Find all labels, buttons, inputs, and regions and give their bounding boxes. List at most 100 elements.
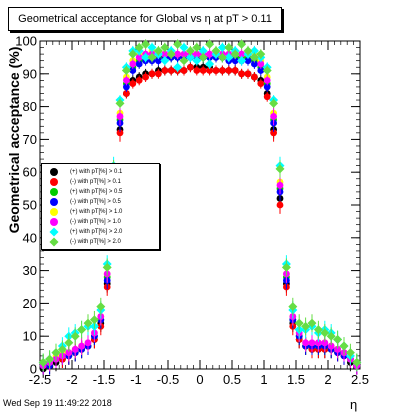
data-point — [135, 76, 143, 84]
data-point — [185, 46, 195, 56]
legend-label: (-) with pT[%] > 0.5 — [70, 199, 121, 205]
data-point — [147, 43, 157, 53]
data-point — [147, 52, 157, 62]
y-tick-label: 50 — [23, 198, 37, 213]
data-point — [301, 321, 311, 331]
y-axis-label: Geometrical acceptance (%) — [6, 46, 22, 234]
data-point — [345, 348, 355, 358]
data-point — [281, 262, 291, 272]
x-tick-label: 0.5 — [223, 372, 241, 387]
legend-marker — [50, 178, 58, 186]
data-point — [89, 315, 99, 325]
data-point — [135, 60, 143, 68]
data-point — [160, 56, 170, 66]
data-point — [38, 357, 48, 367]
data-point — [276, 181, 284, 189]
data-point — [129, 60, 137, 68]
data-point — [161, 50, 169, 58]
data-point — [294, 318, 304, 328]
data-point — [173, 39, 183, 49]
data-point — [237, 39, 247, 49]
data-point — [129, 67, 137, 74]
data-point — [193, 50, 201, 58]
data-point — [142, 73, 150, 81]
data-point — [263, 83, 271, 91]
data-point — [160, 43, 170, 53]
data-point — [321, 339, 329, 347]
data-markers — [38, 39, 362, 378]
data-point — [308, 339, 316, 347]
data-point — [123, 76, 130, 84]
data-point — [237, 56, 247, 66]
data-point — [65, 349, 73, 356]
x-tick-label: -1.5 — [93, 372, 115, 387]
data-point — [116, 113, 124, 120]
data-point — [270, 113, 277, 120]
data-point — [244, 57, 252, 65]
y-tick-label: 20 — [23, 296, 37, 311]
data-point — [116, 129, 124, 137]
legend-label: (+) with pT[%] > 1.0 — [70, 209, 123, 215]
data-point — [57, 344, 67, 354]
data-point — [121, 66, 131, 76]
legend-label: (-) with pT[%] > 1.0 — [70, 219, 121, 225]
data-point — [269, 98, 279, 108]
data-point — [102, 262, 112, 272]
legend-entry: (+) with pT[%] > 0.1 — [42, 167, 159, 177]
data-point — [161, 67, 169, 74]
y-tick-label: 90 — [23, 66, 37, 81]
data-point — [257, 67, 265, 74]
data-point — [276, 201, 284, 209]
data-point — [313, 325, 323, 335]
data-point — [71, 345, 79, 353]
series-8 — [38, 39, 362, 372]
data-point — [231, 57, 239, 65]
data-point — [179, 56, 189, 66]
data-point — [238, 70, 246, 78]
legend: (+) with pT[%] > 0.1 (-) with pT[%] > 0.1… — [41, 163, 160, 250]
data-point — [243, 46, 253, 56]
legend-label: (+) with pT[%] > 0.5 — [70, 189, 123, 195]
data-point — [123, 90, 130, 97]
data-point — [225, 67, 233, 74]
data-point — [315, 339, 322, 347]
data-point — [205, 59, 215, 69]
legend-label: (+) with pT[%] > 2.0 — [70, 229, 123, 235]
legend-label: (-) with pT[%] > 0.1 — [70, 179, 121, 185]
data-point — [115, 98, 125, 108]
data-point — [174, 50, 182, 58]
x-tick-label: 2 — [324, 372, 331, 387]
data-point — [270, 129, 277, 137]
data-point — [84, 339, 92, 347]
data-point — [134, 43, 144, 53]
data-point — [78, 342, 85, 350]
data-point — [166, 49, 176, 59]
data-point — [333, 334, 343, 344]
data-point — [173, 62, 183, 72]
data-point — [129, 80, 137, 88]
y-tick-label: 70 — [23, 132, 37, 147]
x-tick-label: -0.5 — [157, 372, 179, 387]
data-point — [257, 60, 265, 68]
data-point — [320, 328, 330, 338]
data-point — [326, 331, 336, 341]
data-point — [141, 39, 151, 49]
data-point — [198, 46, 208, 56]
data-point — [180, 50, 188, 58]
x-tick-label: 0 — [196, 372, 203, 387]
data-point — [193, 67, 201, 74]
chart-title: Geometrical acceptance for Global vs η a… — [8, 7, 282, 31]
data-point — [257, 80, 265, 88]
data-point — [219, 67, 226, 74]
data-point — [77, 325, 87, 335]
legend-entry: (-) with pT[%] > 0.1 — [42, 177, 159, 187]
data-point — [51, 348, 61, 358]
legend-marker — [50, 208, 58, 216]
x-tick-label: -1 — [130, 372, 142, 387]
data-point — [249, 46, 259, 56]
data-point — [179, 43, 189, 53]
legend-label: (+) with pT[%] > 0.1 — [70, 169, 123, 175]
data-point — [263, 93, 271, 101]
x-tick-label: -2.5 — [29, 372, 51, 387]
